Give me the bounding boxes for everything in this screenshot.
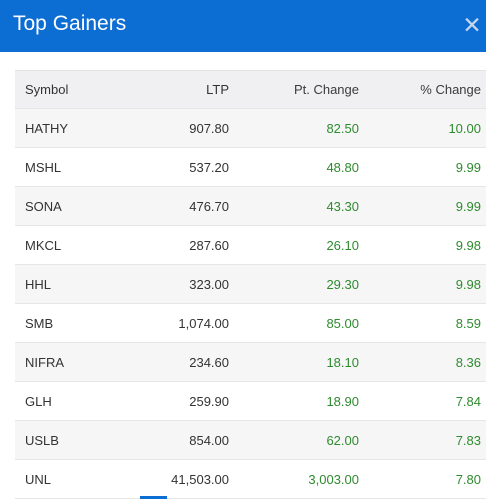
table-header-row: Symbol LTP Pt. Change % Change: [15, 71, 486, 109]
cell-ltp: 259.90: [125, 381, 229, 421]
modal-title: Top Gainers: [13, 12, 127, 35]
column-header-ltp[interactable]: LTP: [125, 71, 229, 109]
cell-pct-change: 10.00: [359, 108, 486, 148]
cell-pct-change: 7.80: [359, 459, 486, 499]
cell-pct-change: 9.98: [359, 264, 486, 304]
cell-symbol: NIFRA: [15, 342, 125, 382]
cell-pct-change: 8.59: [359, 303, 486, 343]
cell-ltp: 854.00: [125, 420, 229, 460]
cell-symbol: MKCL: [15, 225, 125, 265]
cell-ltp: 323.00: [125, 264, 229, 304]
table-row[interactable]: SONA 476.70 43.30 9.99: [15, 186, 486, 226]
cell-ltp: 907.80: [125, 108, 229, 148]
cell-pt-change: 18.90: [229, 381, 359, 421]
cell-symbol: GLH: [15, 381, 125, 421]
cell-ltp: 287.60: [125, 225, 229, 265]
cell-pt-change: 85.00: [229, 303, 359, 343]
cell-pt-change: 29.30: [229, 264, 359, 304]
cell-pt-change: 18.10: [229, 342, 359, 382]
cell-pt-change: 26.10: [229, 225, 359, 265]
gainers-table: Symbol LTP Pt. Change % Change HATHY 907…: [15, 71, 486, 499]
cell-symbol: HATHY: [15, 108, 125, 148]
close-icon[interactable]: ✕: [462, 12, 482, 38]
cell-pct-change: 9.99: [359, 147, 486, 187]
cell-pt-change: 48.80: [229, 147, 359, 187]
cell-pct-change: 8.36: [359, 342, 486, 382]
column-header-pct-change[interactable]: % Change: [359, 71, 486, 109]
cell-symbol: MSHL: [15, 147, 125, 187]
cell-symbol: USLB: [15, 420, 125, 460]
cell-pt-change: 43.30: [229, 186, 359, 226]
cell-ltp: 476.70: [125, 186, 229, 226]
modal-header: Top Gainers ✕: [0, 0, 486, 52]
table-row[interactable]: MKCL 287.60 26.10 9.98: [15, 225, 486, 265]
scroll-indicator[interactable]: [140, 496, 167, 499]
cell-symbol: HHL: [15, 264, 125, 304]
cell-ltp: 234.60: [125, 342, 229, 382]
table-row[interactable]: GLH 259.90 18.90 7.84: [15, 381, 486, 421]
cell-pt-change: 3,003.00: [229, 459, 359, 499]
table-row[interactable]: MSHL 537.20 48.80 9.99: [15, 147, 486, 187]
cell-ltp: 1,074.00: [125, 303, 229, 343]
cell-pct-change: 9.98: [359, 225, 486, 265]
cell-symbol: UNL: [15, 459, 125, 499]
table-row[interactable]: SMB 1,074.00 85.00 8.59: [15, 303, 486, 343]
column-header-symbol[interactable]: Symbol: [15, 71, 125, 109]
cell-symbol: SONA: [15, 186, 125, 226]
table-row[interactable]: USLB 854.00 62.00 7.83: [15, 420, 486, 460]
cell-ltp: 41,503.00: [125, 459, 229, 499]
table-row[interactable]: HHL 323.00 29.30 9.98: [15, 264, 486, 304]
table-row[interactable]: NIFRA 234.60 18.10 8.36: [15, 342, 486, 382]
table-row[interactable]: HATHY 907.80 82.50 10.00: [15, 108, 486, 148]
column-header-pt-change[interactable]: Pt. Change: [229, 71, 359, 109]
cell-symbol: SMB: [15, 303, 125, 343]
cell-ltp: 537.20: [125, 147, 229, 187]
cell-pt-change: 62.00: [229, 420, 359, 460]
gainers-table-container: Symbol LTP Pt. Change % Change HATHY 907…: [15, 70, 486, 499]
cell-pct-change: 7.83: [359, 420, 486, 460]
cell-pt-change: 82.50: [229, 108, 359, 148]
cell-pct-change: 7.84: [359, 381, 486, 421]
table-row[interactable]: UNL 41,503.00 3,003.00 7.80: [15, 459, 486, 499]
cell-pct-change: 9.99: [359, 186, 486, 226]
